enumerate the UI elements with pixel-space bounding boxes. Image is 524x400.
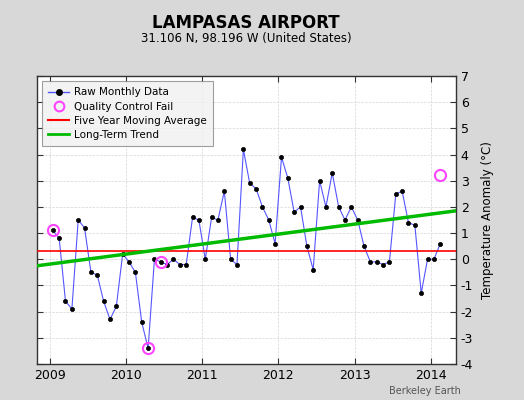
Legend: Raw Monthly Data, Quality Control Fail, Five Year Moving Average, Long-Term Tren: Raw Monthly Data, Quality Control Fail, … <box>42 81 213 146</box>
Y-axis label: Temperature Anomaly (°C): Temperature Anomaly (°C) <box>482 141 495 299</box>
Text: Berkeley Earth: Berkeley Earth <box>389 386 461 396</box>
Text: LAMPASAS AIRPORT: LAMPASAS AIRPORT <box>152 14 340 32</box>
Text: 31.106 N, 98.196 W (United States): 31.106 N, 98.196 W (United States) <box>141 32 352 45</box>
